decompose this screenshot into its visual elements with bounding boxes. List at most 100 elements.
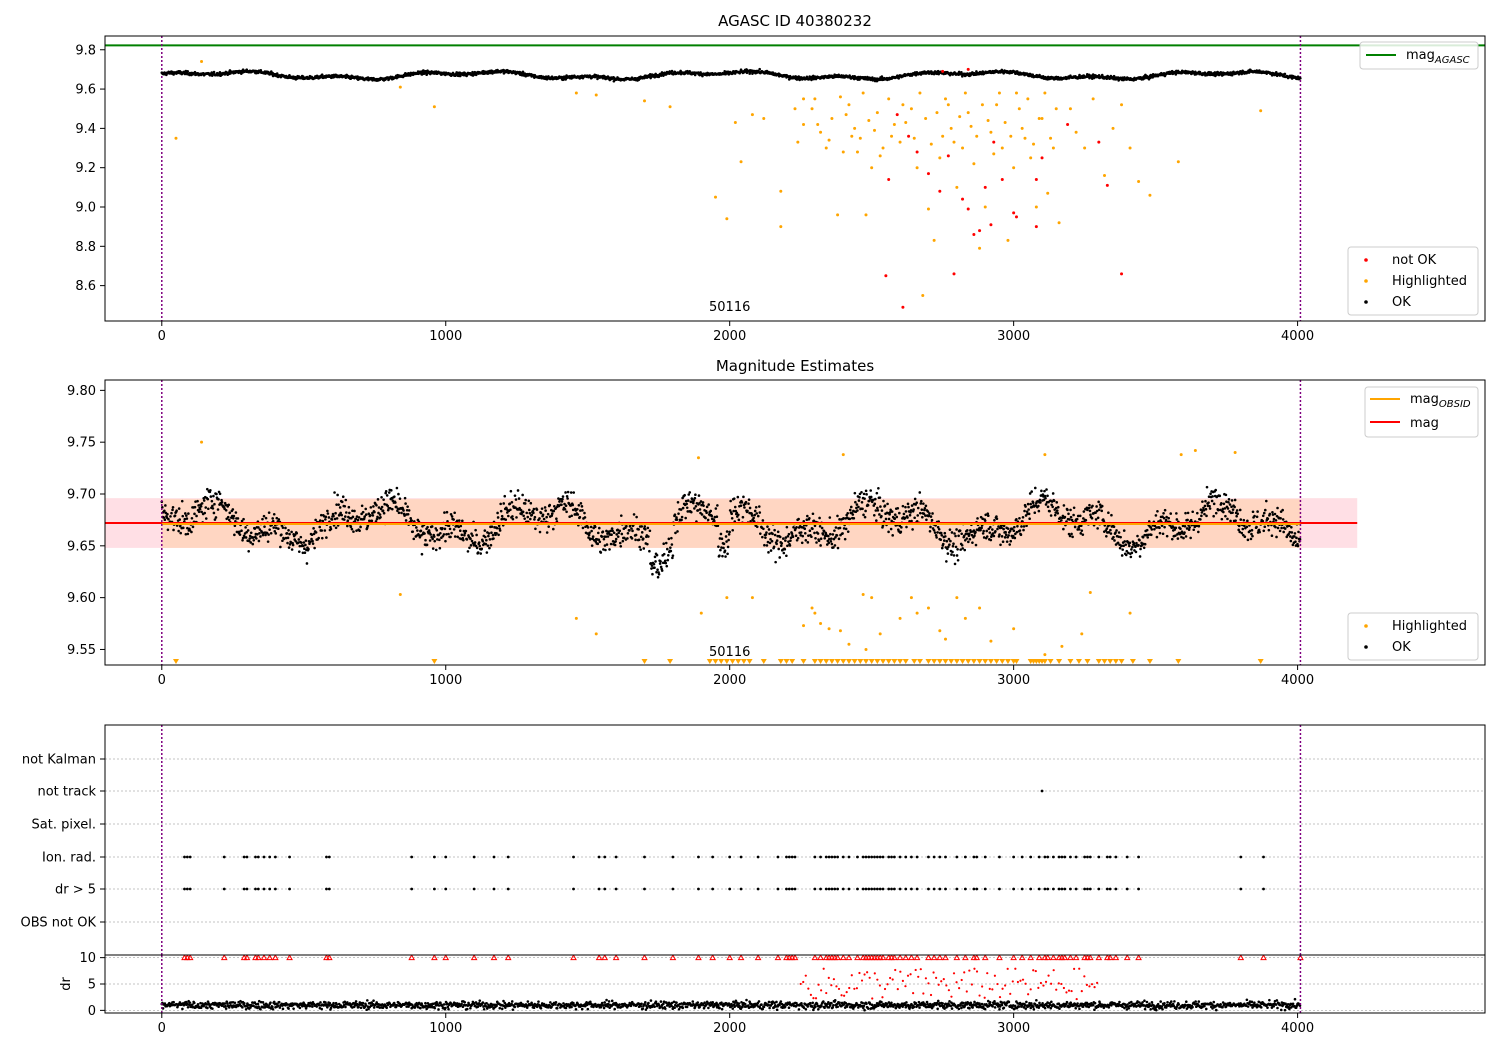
ok-point: [769, 537, 772, 541]
ok-point: [498, 529, 502, 532]
highlighted-point: [1026, 97, 1030, 101]
ok-point: [249, 531, 253, 535]
ok-point: [569, 491, 573, 494]
ok-point: [1143, 542, 1147, 546]
ok-point: [484, 535, 487, 539]
highlighted-point: [1091, 97, 1095, 101]
ok-point: [496, 511, 499, 515]
ok-point: [326, 509, 329, 513]
ok-point: [394, 501, 397, 504]
ok-point: [670, 543, 674, 546]
ok-point: [1079, 524, 1083, 528]
highlighted-point: [870, 596, 874, 600]
ok-point: [257, 539, 261, 543]
ok-point: [696, 509, 700, 512]
ok-point: [605, 529, 608, 533]
ok-point: [1105, 527, 1109, 530]
ok-point: [963, 538, 967, 542]
ok-point: [199, 505, 203, 508]
ok-point: [523, 517, 526, 520]
ok-point: [1055, 501, 1059, 504]
ok-point: [759, 532, 762, 535]
ok-point: [267, 511, 271, 514]
ok-point: [981, 70, 985, 73]
ok-point: [768, 541, 772, 545]
ok-point: [725, 530, 729, 533]
ok-point: [693, 73, 697, 77]
ok-point: [640, 531, 644, 534]
ok-point: [1134, 550, 1138, 554]
ok-point: [662, 552, 666, 556]
ok-point: [690, 510, 693, 514]
ok-point: [1195, 524, 1199, 528]
ok-point: [805, 518, 809, 522]
ok-point: [1062, 504, 1066, 507]
ok-point: [410, 519, 414, 522]
ok-point: [251, 542, 255, 546]
ok-point: [599, 551, 603, 554]
ok-point: [376, 498, 380, 501]
ok-point: [1077, 528, 1081, 531]
ok-point: [241, 538, 244, 542]
ok-point: [1026, 502, 1030, 506]
ok-point: [514, 498, 518, 501]
ok-point: [329, 527, 333, 531]
ok-point: [477, 541, 481, 544]
ok-point: [767, 551, 770, 554]
highlighted-point: [898, 140, 902, 144]
ok-point: [1122, 529, 1126, 532]
ok-point: [554, 506, 558, 510]
ok-point: [1211, 495, 1214, 498]
ok-point: [732, 509, 736, 513]
ok-point: [910, 504, 914, 507]
not-ok-point: [1034, 225, 1038, 229]
ok-point: [373, 510, 376, 514]
ok-point: [395, 505, 398, 509]
ok-point: [1186, 518, 1189, 522]
ok-point: [568, 515, 571, 519]
ok-point: [947, 545, 950, 549]
ok-point: [945, 560, 948, 563]
ok-point: [1040, 489, 1043, 493]
ok-point: [1295, 536, 1298, 540]
ok-point: [829, 532, 832, 536]
ok-point: [889, 508, 892, 512]
ok-point: [360, 512, 363, 516]
ok-point: [603, 544, 607, 547]
ok-point: [613, 543, 617, 547]
ok-point: [1210, 499, 1214, 503]
ok-point: [1221, 507, 1225, 511]
ok-point: [529, 517, 532, 521]
ok-point: [403, 514, 406, 517]
ok-point: [1012, 534, 1015, 538]
ok-point: [897, 77, 900, 80]
ok-point: [345, 511, 348, 514]
ok-point: [1125, 549, 1129, 553]
ok-point: [570, 514, 574, 518]
ok-point: [519, 508, 523, 512]
ok-point: [773, 528, 776, 532]
ok-point: [1078, 514, 1082, 518]
ok-point: [178, 524, 182, 528]
ok-point: [1251, 534, 1254, 538]
ok-point: [683, 493, 686, 497]
ok-point: [299, 535, 303, 539]
ok-point: [492, 537, 495, 540]
ok-point: [883, 504, 887, 508]
ok-point: [1039, 501, 1042, 504]
ok-point: [1255, 525, 1258, 529]
ok-point: [377, 511, 380, 515]
ok-point: [1056, 505, 1060, 509]
ok-point: [945, 539, 949, 543]
highlighted-point: [955, 185, 959, 189]
ok-point: [1001, 540, 1005, 544]
ok-point: [621, 539, 625, 543]
highlighted-point: [972, 162, 976, 166]
ok-point: [550, 512, 554, 515]
ok-point: [829, 540, 833, 543]
highlighted-point: [824, 146, 828, 150]
ok-point: [1114, 531, 1117, 534]
ok-point: [1230, 505, 1233, 509]
ok-point: [986, 514, 990, 517]
ok-point: [1019, 533, 1023, 537]
